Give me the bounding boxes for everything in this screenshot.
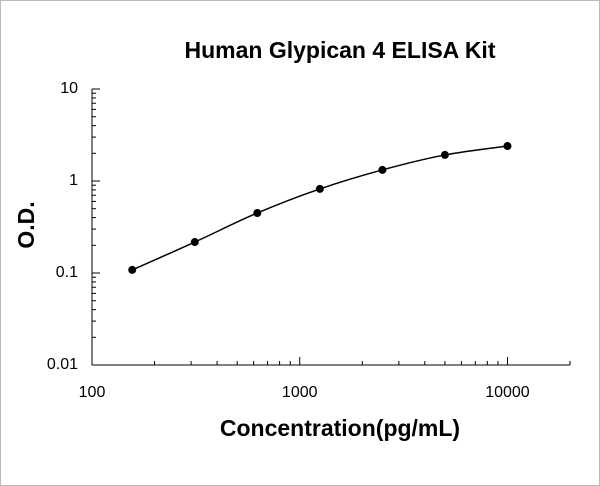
data-point [253,208,262,217]
data-point [378,165,387,174]
data-point [190,238,199,247]
data-point [128,265,137,274]
data-point [440,150,449,159]
y-axis-label: O.D. [13,201,39,248]
data-point [503,142,512,151]
x-tick-label: 100 [79,384,106,401]
y-tick-label: 0.1 [56,264,78,281]
x-tick-label: 10000 [485,384,530,401]
y-tick-label: 1 [69,172,78,189]
y-tick-label: 10 [60,80,78,97]
y-tick-label: 0.01 [47,356,78,373]
data-point [315,184,324,193]
chart-title: Human Glypican 4 ELISA Kit [185,37,496,63]
x-axis-label: Concentration(pg/mL) [220,415,460,441]
x-tick-label: 1000 [282,384,318,401]
